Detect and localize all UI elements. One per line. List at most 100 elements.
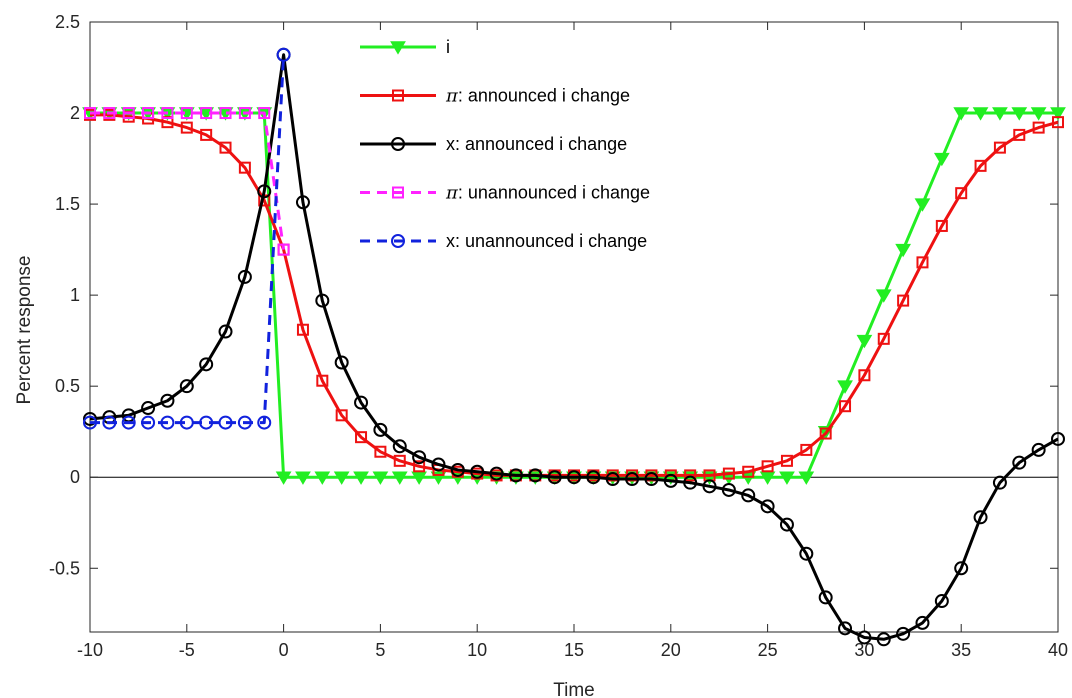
data-point bbox=[683, 475, 698, 490]
data-point bbox=[895, 243, 911, 258]
data-point bbox=[1031, 442, 1046, 457]
data-point bbox=[605, 472, 620, 487]
data-point bbox=[372, 471, 389, 485]
data-point bbox=[839, 400, 852, 413]
legend-marker bbox=[391, 137, 405, 151]
data-point bbox=[742, 465, 755, 478]
y-tick-label: 2 bbox=[70, 103, 80, 123]
legend-label: x: announced i change bbox=[446, 134, 627, 154]
data-point bbox=[393, 454, 406, 467]
data-point bbox=[800, 443, 813, 456]
data-point bbox=[1052, 116, 1064, 129]
data-point bbox=[237, 415, 252, 430]
data-point bbox=[102, 415, 117, 430]
x-axis: -10 -5 0 5 10 15 20 25 30 35 40 bbox=[77, 22, 1068, 660]
x-tick-label: 10 bbox=[467, 640, 487, 660]
data-point bbox=[1051, 431, 1065, 446]
data-point bbox=[219, 107, 232, 120]
y-axis-label: Percent response bbox=[14, 256, 35, 405]
data-point bbox=[992, 475, 1007, 490]
data-point bbox=[354, 395, 369, 410]
y-axis: -0.5 0 0.5 1 1.5 2 2.5 bbox=[49, 12, 1058, 578]
legend-label: π: announced i change bbox=[445, 86, 630, 107]
data-point bbox=[122, 107, 135, 120]
data-point bbox=[508, 468, 523, 483]
data-point bbox=[277, 243, 290, 256]
y-tick-label: 1 bbox=[70, 285, 80, 305]
data-point bbox=[258, 107, 271, 120]
data-point bbox=[1030, 107, 1047, 121]
data-point bbox=[973, 510, 988, 525]
plot-frame bbox=[89, 21, 1059, 633]
series-pi-unannounced bbox=[84, 107, 290, 256]
series-x-unannounced bbox=[83, 47, 291, 430]
series-line bbox=[90, 113, 1059, 477]
y-tick-label: 0.5 bbox=[55, 376, 80, 396]
data-point bbox=[450, 462, 465, 477]
data-point bbox=[916, 256, 929, 269]
data-point bbox=[83, 411, 97, 426]
data-point bbox=[837, 380, 853, 394]
data-point bbox=[877, 332, 890, 345]
data-point bbox=[955, 187, 968, 200]
data-point bbox=[702, 479, 717, 494]
data-point bbox=[741, 488, 756, 503]
data-point bbox=[413, 460, 426, 473]
data-point bbox=[993, 141, 1006, 154]
legend-label: x: unannounced i change bbox=[446, 231, 647, 251]
data-point bbox=[798, 471, 815, 485]
data-point bbox=[974, 159, 987, 172]
data-point bbox=[296, 323, 309, 336]
data-point bbox=[295, 471, 311, 485]
legend-item: x: unannounced i change bbox=[360, 231, 647, 251]
data-point bbox=[896, 626, 911, 641]
legend-marker bbox=[390, 41, 406, 55]
data-point bbox=[83, 415, 97, 430]
x-tick-label: -5 bbox=[179, 640, 195, 660]
data-point bbox=[160, 415, 175, 430]
data-point bbox=[779, 517, 794, 532]
legend-item: π: announced i change bbox=[360, 86, 630, 107]
x-tick-label: 25 bbox=[758, 640, 778, 660]
data-point bbox=[333, 471, 350, 485]
x-tick-label: 40 bbox=[1048, 640, 1068, 660]
x-tick-label: 30 bbox=[854, 640, 874, 660]
data-point bbox=[334, 355, 349, 370]
data-point bbox=[876, 632, 891, 647]
data-point bbox=[933, 152, 950, 167]
data-point bbox=[200, 128, 213, 141]
data-point bbox=[218, 324, 233, 339]
data-point bbox=[875, 289, 892, 303]
data-point bbox=[857, 630, 872, 645]
data-point bbox=[315, 293, 330, 308]
data-point bbox=[412, 450, 427, 465]
data-point bbox=[238, 107, 251, 120]
data-point bbox=[935, 219, 948, 232]
data-point bbox=[335, 409, 348, 422]
data-point bbox=[953, 107, 970, 121]
series-layer bbox=[82, 47, 1066, 647]
series-pi-announced bbox=[84, 108, 1064, 482]
data-point bbox=[353, 471, 369, 485]
data-point bbox=[721, 482, 736, 497]
data-point bbox=[103, 107, 116, 120]
legend-item: i bbox=[360, 37, 450, 57]
data-point bbox=[199, 357, 214, 372]
y-tick-label: 1.5 bbox=[55, 194, 80, 214]
data-point bbox=[799, 546, 814, 561]
x-tick-label: 20 bbox=[661, 640, 681, 660]
x-axis-label: Time bbox=[553, 680, 595, 698]
y-tick-label: -0.5 bbox=[49, 558, 80, 578]
legend-marker bbox=[392, 89, 404, 102]
data-point bbox=[161, 107, 174, 120]
data-point bbox=[818, 590, 833, 605]
data-point bbox=[684, 469, 697, 482]
data-point bbox=[141, 415, 156, 430]
data-point bbox=[1012, 455, 1027, 470]
plot-area bbox=[89, 21, 1059, 633]
data-point bbox=[257, 415, 272, 430]
data-point bbox=[316, 374, 329, 387]
legend: i π: announced i change x: announced i cha… bbox=[360, 37, 650, 251]
data-point bbox=[391, 471, 408, 485]
